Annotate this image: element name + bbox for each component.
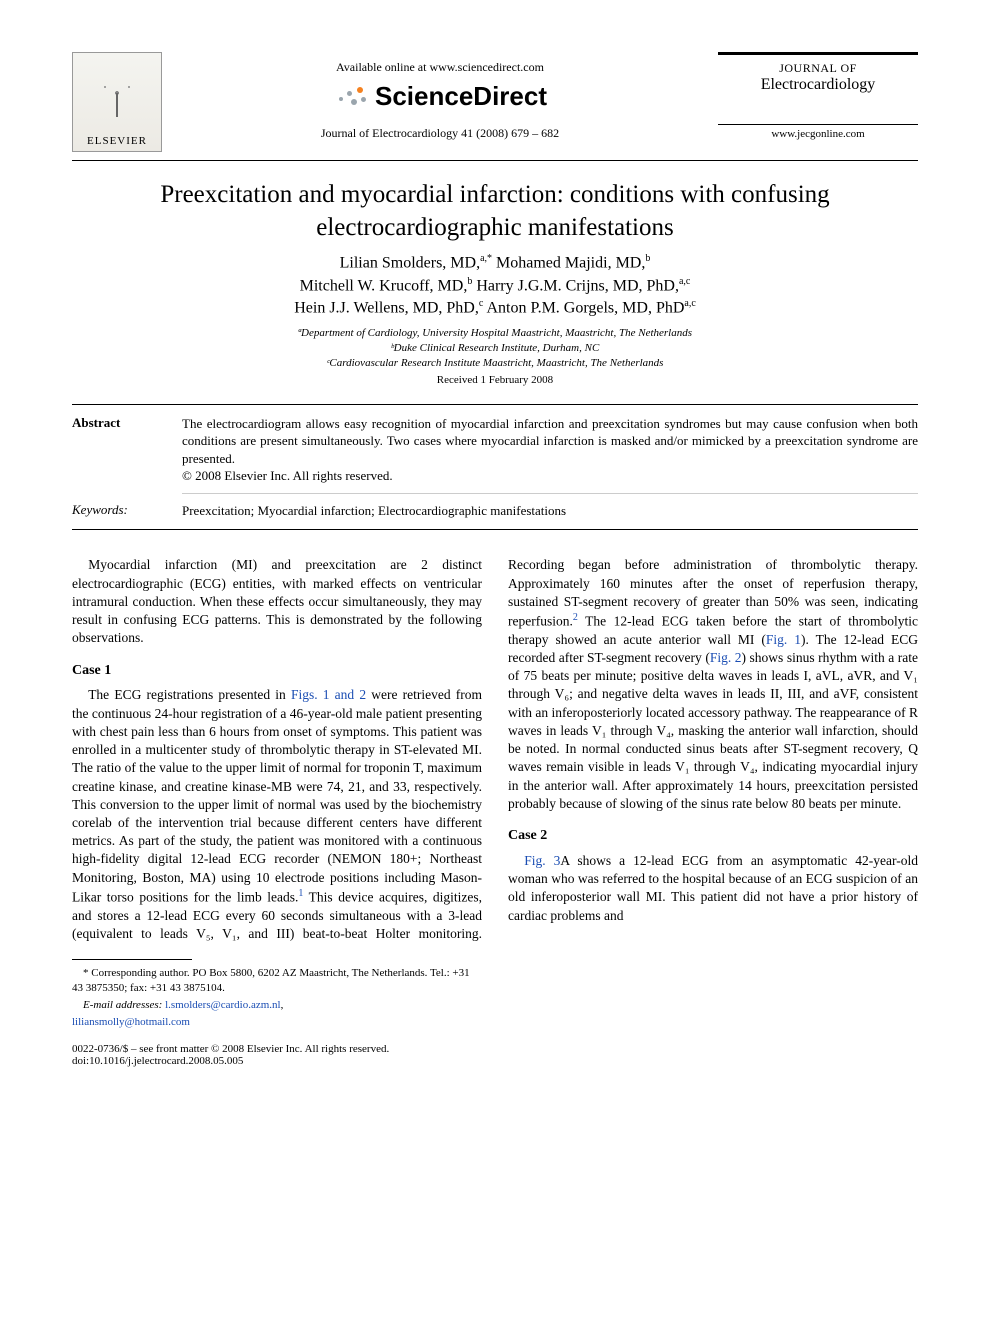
author: Mohamed Majidi, MD, [496, 254, 645, 271]
article-title: Preexcitation and myocardial infarction:… [72, 179, 918, 244]
case1-heading: Case 1 [72, 662, 482, 681]
journal-branding: JOURNAL OF Electrocardiology www.jecgonl… [718, 52, 918, 140]
email-link[interactable]: l.smolders@cardio.azm.nl [165, 999, 281, 1011]
footer-block: 0022-0736/$ – see front matter © 2008 El… [72, 1043, 918, 1067]
footnote-rule [72, 959, 192, 960]
journal-name: Electrocardiology [718, 76, 918, 94]
author: Anton P.M. Gorgels, MD, PhD [486, 300, 684, 317]
affiliation-b: ᵇDuke Clinical Research Institute, Durha… [72, 341, 918, 356]
body-text: were retrieved from the continuous 24-ho… [72, 687, 482, 904]
affil-marker: b [645, 253, 650, 264]
email-line: E-mail addresses: l.smolders@cardio.azm.… [72, 998, 478, 1013]
header-center: Available online at www.sciencedirect.co… [162, 52, 718, 141]
body-text: A shows a 12-lead ECG from an asymptomat… [508, 853, 918, 923]
affil-marker: c [479, 298, 483, 309]
body-text: The ECG registrations presented in [88, 687, 291, 702]
journal-name-pre: JOURNAL OF [718, 61, 918, 76]
case2-paragraph: Fig. 3A shows a 12-lead ECG from an asym… [508, 852, 918, 925]
affil-marker: a,c [679, 276, 690, 287]
separator: , [281, 999, 284, 1011]
footnote-region: * Corresponding author. PO Box 5800, 620… [72, 959, 478, 1029]
affil-marker: a,c [684, 298, 695, 309]
author: Mitchell W. Krucoff, MD, [300, 277, 468, 294]
figure-link[interactable]: Fig. 3 [524, 853, 560, 868]
doi-line: doi:10.1016/j.jelectrocard.2008.05.005 [72, 1055, 918, 1067]
abstract-divider [182, 493, 918, 494]
journal-citation: Journal of Electrocardiology 41 (2008) 6… [162, 126, 718, 141]
abstract-text: The electrocardiogram allows easy recogn… [182, 415, 918, 485]
affil-marker: b [467, 276, 472, 287]
authors-block: Lilian Smolders, MD,a,* Mohamed Majidi, … [72, 252, 918, 320]
author: Hein J.J. Wellens, MD, PhD, [294, 300, 479, 317]
figure-link[interactable]: Figs. 1 and 2 [291, 687, 366, 702]
figure-link[interactable]: Fig. 1 [766, 632, 801, 647]
author: Harry J.G.M. Crijns, MD, PhD, [476, 277, 679, 294]
abstract-label: Abstract [72, 415, 182, 485]
abstract-body: The electrocardiogram allows easy recogn… [182, 416, 918, 466]
affil-marker: a,* [480, 253, 492, 264]
email-label: E-mail addresses: [83, 999, 162, 1011]
header-rule [72, 160, 918, 161]
keywords-text: Preexcitation; Myocardial infarction; El… [182, 502, 566, 520]
figure-link[interactable]: Fig. 2 [710, 650, 742, 665]
author: Lilian Smolders, MD, [340, 254, 480, 271]
received-date: Received 1 February 2008 [72, 374, 918, 386]
corresponding-author: * Corresponding author. PO Box 5800, 620… [72, 966, 478, 996]
sciencedirect-dots-icon [333, 85, 369, 109]
affiliation-c: ᶜCardiovascular Research Institute Maast… [72, 356, 918, 371]
case2-heading: Case 2 [508, 827, 918, 846]
email-link[interactable]: liliansmolly@hotmail.com [72, 1016, 190, 1028]
affiliation-a: ªDepartment of Cardiology, University Ho… [72, 326, 918, 341]
sciencedirect-text: ScienceDirect [375, 81, 547, 112]
article-body: Myocardial infarction (MI) and preexcita… [72, 556, 918, 943]
available-online-text: Available online at www.sciencedirect.co… [162, 60, 718, 75]
intro-paragraph: Myocardial infarction (MI) and preexcita… [72, 556, 482, 647]
sciencedirect-logo: ScienceDirect [333, 81, 547, 112]
elsevier-logo: ELSEVIER [72, 52, 162, 152]
abstract-copyright: © 2008 Elsevier Inc. All rights reserved… [182, 468, 393, 483]
issn-line: 0022-0736/$ – see front matter © 2008 El… [72, 1043, 918, 1055]
page-header: ELSEVIER Available online at www.science… [72, 52, 918, 152]
publisher-name: ELSEVIER [87, 135, 147, 147]
journal-url: www.jecgonline.com [718, 124, 918, 140]
abstract-block: Abstract The electrocardiogram allows ea… [72, 404, 918, 531]
body-text: ) shows sinus rhythm with a rate of 75 b… [508, 650, 918, 811]
keywords-label: Keywords: [72, 502, 182, 520]
elsevier-tree-icon [87, 69, 147, 129]
